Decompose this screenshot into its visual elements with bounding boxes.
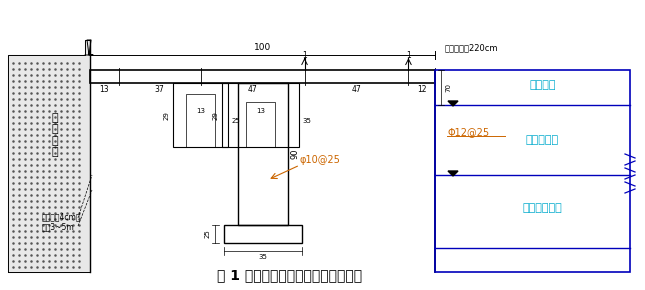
Text: 47: 47 [352,86,361,95]
Bar [246,102,275,147]
Text: 37: 37 [155,86,164,95]
Text: 图 1 水沟及通信信号电缆槽结构详图: 图 1 水沟及通信信号电缆槽结构详图 [217,268,362,282]
Bar [186,94,215,147]
Bar [173,83,228,147]
Text: 13: 13 [196,108,205,114]
Text: 内轨顶面: 内轨顶面 [530,81,556,90]
Text: 13: 13 [99,86,109,95]
Polygon shape [448,171,458,176]
Text: 35: 35 [258,254,267,260]
Polygon shape [448,101,458,106]
Text: 13: 13 [256,108,265,114]
Polygon shape [85,40,93,55]
Text: 29: 29 [213,110,219,119]
Text: 1: 1 [302,50,307,59]
Text: 12: 12 [417,86,426,95]
Text: 25: 25 [232,119,241,124]
Text: 道床板底面: 道床板底面 [526,135,559,145]
Text: 二
衬
边
墙: 二 衬 边 墙 [52,113,58,157]
Text: 100: 100 [254,44,271,52]
Text: 泄水槽宽4cm，
间距3~5m: 泄水槽宽4cm， 间距3~5m [42,212,81,232]
Bar [237,83,288,225]
Bar [224,225,301,243]
Polygon shape [8,40,90,272]
Text: 亚轨距中矩220cm: 亚轨距中矩220cm [445,44,499,52]
Bar [90,70,435,83]
Text: 90: 90 [291,149,300,159]
Text: φ10@25: φ10@25 [300,155,341,165]
Text: 无砟轨道垫层: 无砟轨道垫层 [522,204,562,213]
Text: 70: 70 [445,83,451,92]
Text: 1: 1 [406,50,411,59]
Text: 29: 29 [164,110,170,119]
Text: 25: 25 [204,230,210,238]
Bar [435,70,630,272]
Text: 47: 47 [248,86,257,95]
Bar [222,83,299,147]
Text: 35: 35 [303,119,312,124]
Text: Φ12@25: Φ12@25 [447,127,489,137]
